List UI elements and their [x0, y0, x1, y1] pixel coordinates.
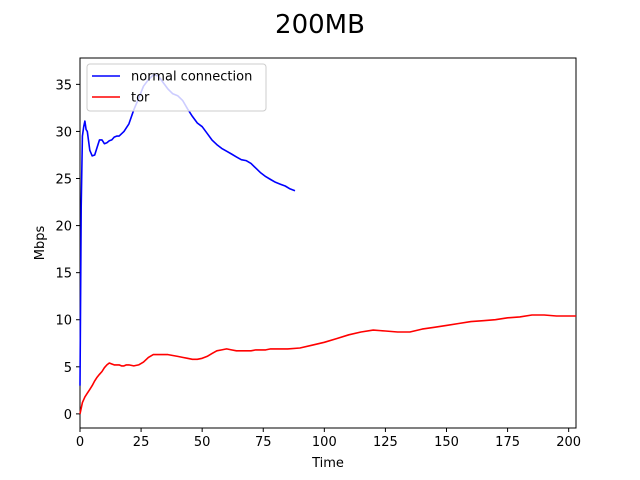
x-tick-label: 125	[373, 435, 398, 450]
y-axis-label: Mbps	[33, 226, 48, 261]
y-tick-label: 20	[55, 220, 72, 235]
legend: normal connection tor	[86, 63, 267, 112]
y-tick-label: 10	[55, 314, 72, 329]
series-line-tor	[79, 314, 576, 415]
legend-label-tor: tor	[131, 91, 150, 106]
x-tick-label: 200	[556, 435, 581, 450]
x-tick-label: 100	[312, 435, 337, 450]
plot-area	[79, 57, 577, 429]
y-tick-label: 5	[64, 361, 72, 376]
y-tick-label: 25	[55, 173, 72, 188]
legend-box	[86, 63, 267, 112]
y-axis: 0 5 10 15 20 25 30 35	[55, 78, 80, 423]
x-tick-label: 50	[194, 435, 211, 450]
y-tick-label: 0	[64, 408, 72, 423]
x-tick-label: 175	[495, 435, 520, 450]
x-tick-label: 150	[434, 435, 459, 450]
x-tick-label: 0	[76, 435, 84, 450]
x-tick-label: 75	[255, 435, 272, 450]
legend-label-normal-connection: normal connection	[131, 70, 252, 85]
series-line-normal-connection	[79, 74, 296, 386]
plot-frame	[79, 57, 577, 429]
x-axis: 0 25 50 75 100 125 150 175 200	[76, 428, 581, 450]
y-tick-label: 15	[55, 267, 72, 282]
series-lines	[79, 74, 576, 415]
x-tick-label: 25	[133, 435, 150, 450]
x-axis-label: Time	[311, 456, 344, 471]
chart-title: 200MB	[275, 10, 365, 40]
y-tick-label: 35	[55, 78, 72, 93]
y-tick-label: 30	[55, 125, 72, 140]
